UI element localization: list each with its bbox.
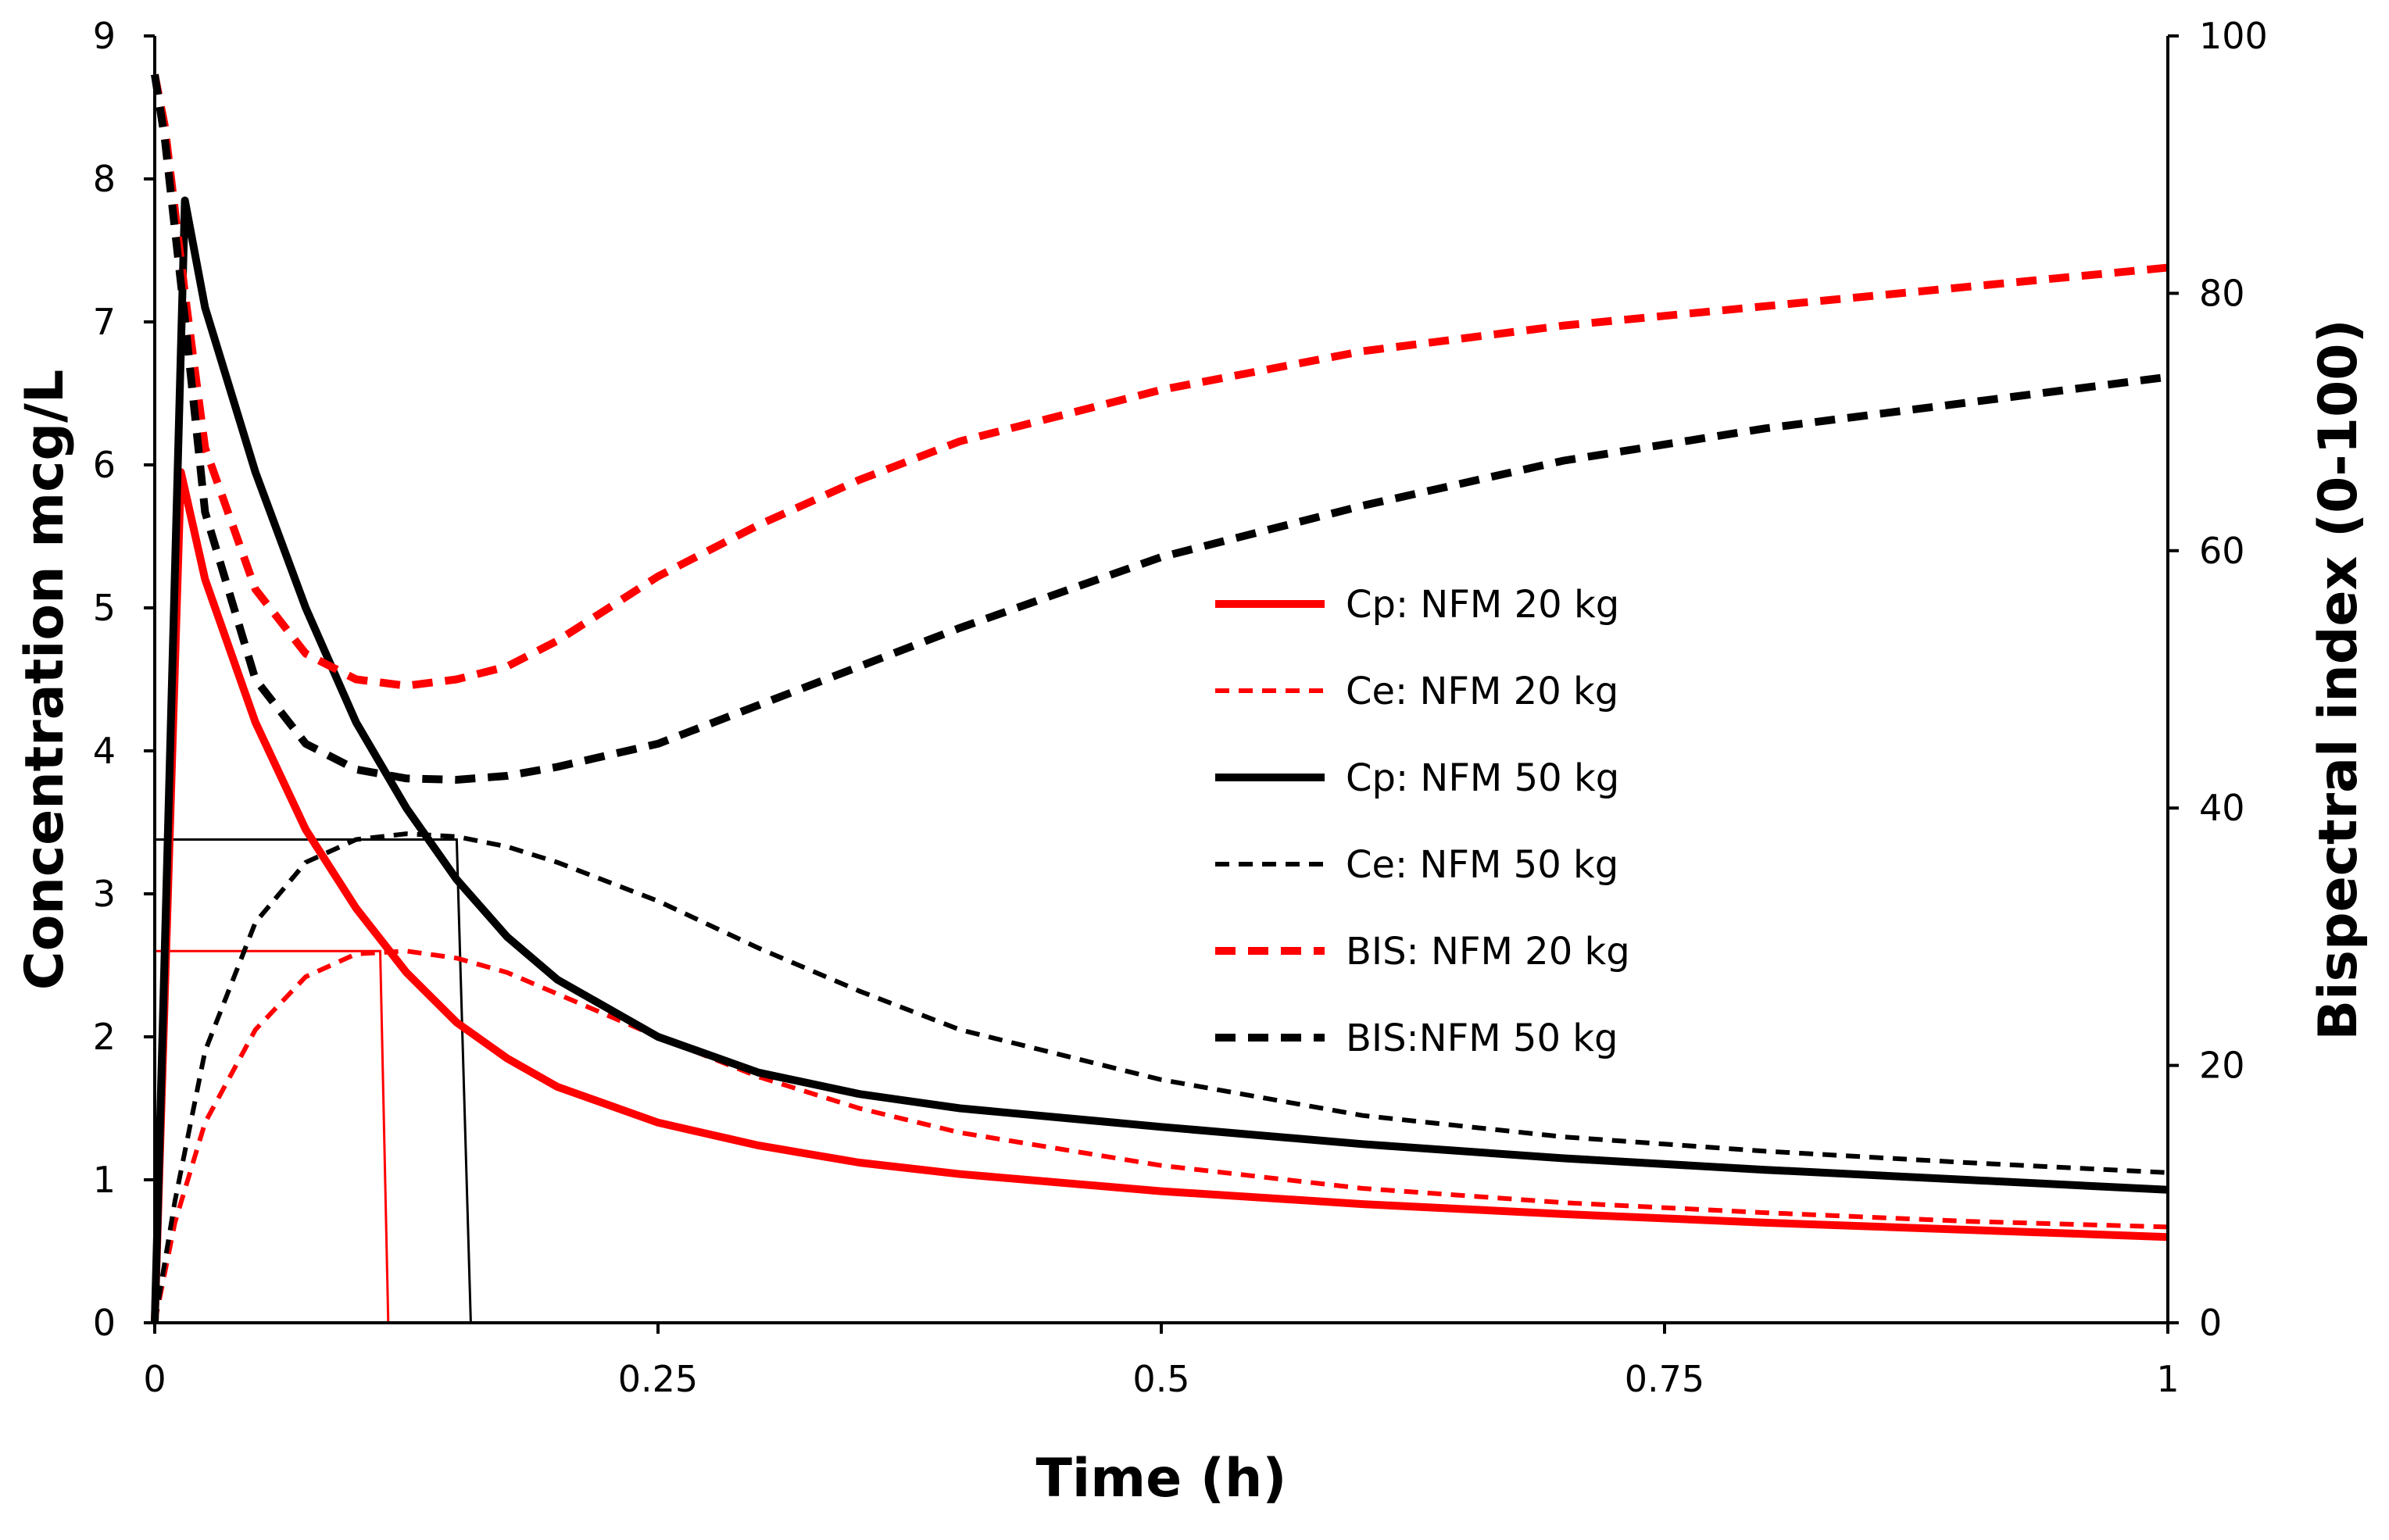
y-tick-label: 0 (93, 1302, 116, 1344)
legend-label-cp-nfm-50-kg: Cp: NFM 50 kg (1346, 756, 1619, 800)
series-line-bis-nfm-20-kg (151, 73, 2169, 690)
y2-tick-label: 60 (2199, 530, 2245, 572)
y-tick-label: 1 (93, 1159, 116, 1201)
y-tick-label: 5 (93, 587, 116, 629)
series-line-bis-nfm-50-kg (151, 73, 2169, 784)
y2-tick-label: 40 (2199, 787, 2245, 829)
reference-line (155, 949, 390, 1324)
y-tick-label: 3 (93, 873, 116, 915)
x-tick-label: 0.25 (618, 1358, 698, 1400)
plot-lines (151, 73, 2169, 1324)
y2-tick-label: 0 (2199, 1302, 2222, 1344)
y2-tick-label: 80 (2199, 272, 2245, 314)
reference-line (155, 838, 472, 1324)
x-tick-label: 0.5 (1132, 1358, 1189, 1400)
legend: Cp: NFM 20 kg Ce: NFM 20 kg Cp: NFM 50 kg C… (1215, 583, 1630, 1060)
x-tick-label: 0 (143, 1358, 166, 1400)
series-line-cp-nfm-20-kg (151, 468, 2169, 1324)
y-tick-label: 6 (93, 444, 116, 486)
series-line-ce-nfm-20-kg (152, 949, 2169, 1324)
y-tick-label: 9 (93, 15, 116, 57)
y-tick-label: 2 (93, 1016, 116, 1058)
y2-axis-title: Bispectral index (0-100) (2308, 319, 2369, 1040)
legend-label-bis-nfm-50-kg: BIS:NFM 50 kg (1346, 1017, 1618, 1060)
y-tick-label: 4 (93, 730, 116, 772)
y-tick-label: 8 (93, 158, 116, 200)
series-line-ce-nfm-50-kg (152, 831, 2169, 1324)
x-tick-label: 0.75 (1625, 1358, 1704, 1400)
y-axis-title: Concentration mcg/L (14, 370, 76, 990)
x-tick-label: 1 (2156, 1358, 2179, 1400)
y2-tick-label: 20 (2199, 1045, 2245, 1087)
legend-label-bis-nfm-20-kg: BIS: NFM 20 kg (1346, 930, 1630, 974)
y-tick-label: 7 (93, 301, 116, 343)
legend-label-cp-nfm-20-kg: Cp: NFM 20 kg (1346, 583, 1619, 627)
x-axis-title: Time (h) (1036, 1448, 1287, 1510)
series-line-cp-nfm-50-kg (151, 196, 2169, 1324)
legend-label-ce-nfm-20-kg: Ce: NFM 20 kg (1346, 670, 1618, 713)
y2-tick-label: 100 (2199, 15, 2268, 57)
legend-label-ce-nfm-50-kg: Ce: NFM 50 kg (1346, 843, 1618, 887)
